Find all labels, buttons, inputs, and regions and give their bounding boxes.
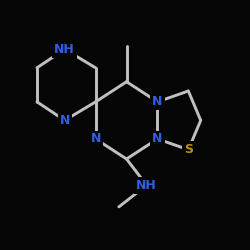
Text: NH: NH: [136, 179, 157, 192]
Text: N: N: [60, 114, 70, 127]
Text: S: S: [184, 143, 193, 156]
Text: N: N: [152, 132, 163, 145]
Text: N: N: [90, 132, 101, 145]
Text: N: N: [152, 95, 163, 108]
Text: NH: NH: [54, 43, 75, 56]
